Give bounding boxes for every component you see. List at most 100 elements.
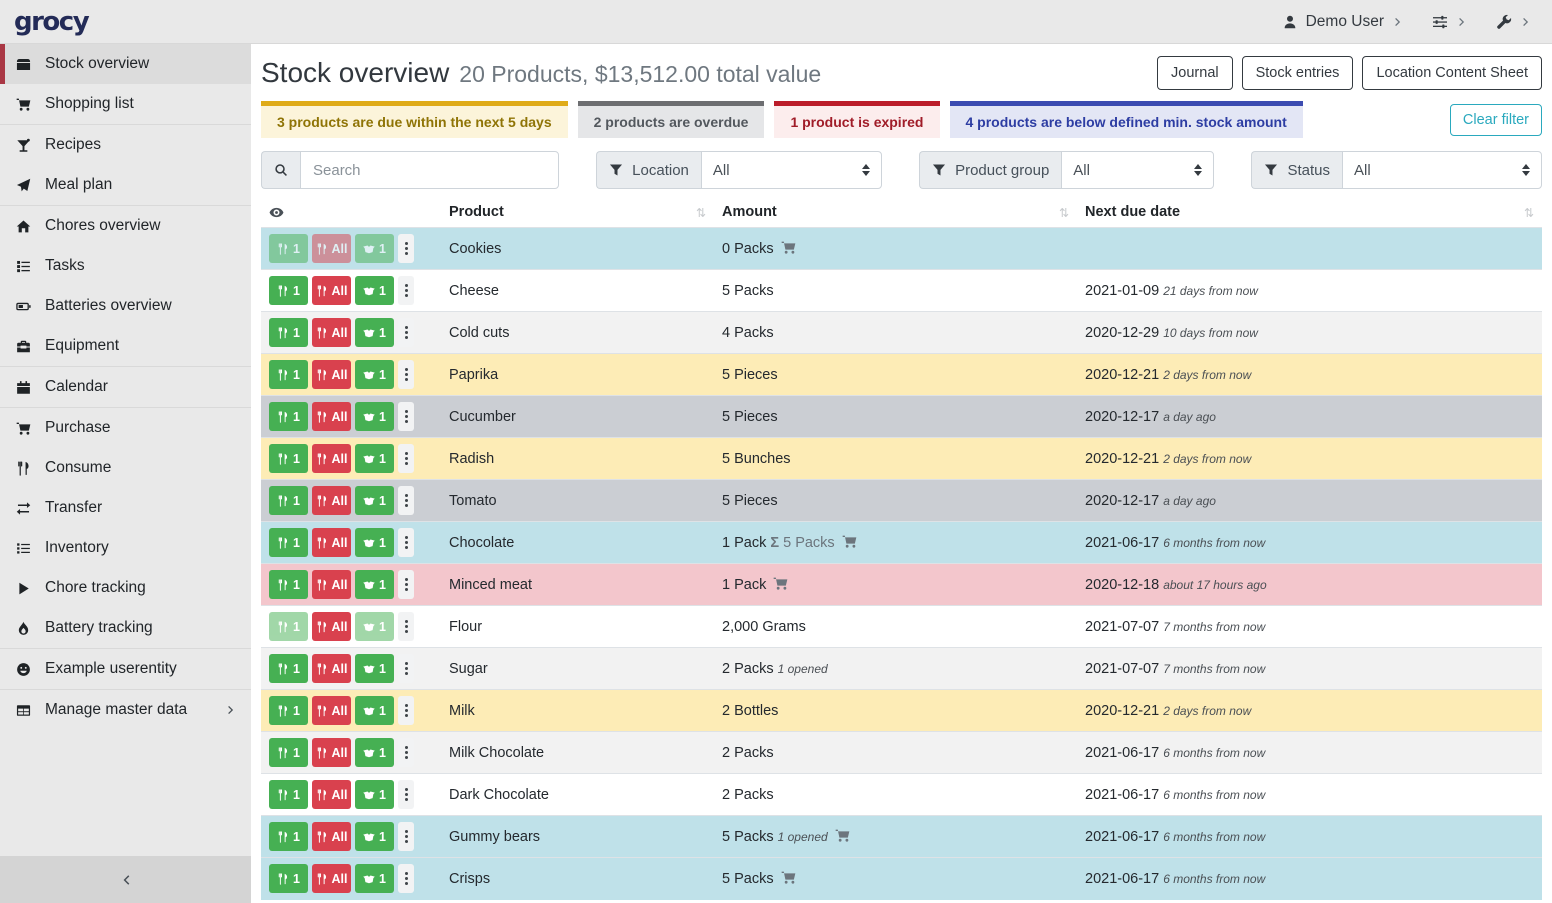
consume-all-button[interactable]: All bbox=[312, 276, 351, 305]
clear-filter-button[interactable]: Clear filter bbox=[1449, 103, 1542, 136]
sidebar-collapse-button[interactable] bbox=[0, 856, 251, 903]
open-one-button[interactable]: 1 bbox=[355, 864, 394, 894]
consume-all-button[interactable]: All bbox=[312, 822, 351, 851]
consume-all-button[interactable]: All bbox=[312, 654, 351, 683]
add-to-shopping-list-icon[interactable] bbox=[773, 576, 788, 591]
row-menu-button[interactable] bbox=[398, 234, 414, 263]
sidebar-item-shopping-list[interactable]: Shopping list bbox=[0, 84, 251, 124]
journal-button[interactable]: Journal bbox=[1157, 56, 1233, 90]
consume-one-button[interactable]: 1 bbox=[269, 612, 308, 641]
location-content-sheet-button[interactable]: Location Content Sheet bbox=[1362, 56, 1542, 90]
row-menu-button[interactable] bbox=[398, 402, 414, 431]
alert-warning[interactable]: 3 products are due within the next 5 day… bbox=[261, 101, 568, 138]
open-one-button[interactable]: 1 bbox=[355, 486, 394, 515]
sidebar-item-transfer[interactable]: Transfer bbox=[0, 488, 251, 528]
open-one-button[interactable]: 1 bbox=[355, 402, 394, 431]
status-select[interactable]: All bbox=[1342, 151, 1542, 189]
row-menu-button[interactable] bbox=[398, 486, 414, 515]
consume-all-button[interactable]: All bbox=[312, 696, 351, 725]
column-visibility-header[interactable] bbox=[261, 199, 441, 228]
consume-one-button[interactable]: 1 bbox=[269, 696, 308, 725]
sidebar-item-manage-master-data[interactable]: Manage master data bbox=[0, 690, 251, 730]
consume-one-button[interactable]: 1 bbox=[269, 444, 308, 473]
consume-all-button[interactable]: All bbox=[312, 738, 351, 767]
consume-one-button[interactable]: 1 bbox=[269, 654, 308, 683]
consume-all-button[interactable]: All bbox=[312, 864, 351, 894]
admin-menu[interactable] bbox=[1496, 14, 1532, 30]
column-header-product[interactable]: Product ⇅ bbox=[449, 204, 706, 220]
consume-one-button[interactable]: 1 bbox=[269, 822, 308, 851]
consume-one-button[interactable]: 1 bbox=[269, 528, 308, 557]
alert-danger[interactable]: 1 product is expired bbox=[774, 101, 940, 138]
alert-belowmin[interactable]: 4 products are below defined min. stock … bbox=[949, 101, 1303, 138]
sidebar-item-chores-overview[interactable]: Chores overview bbox=[0, 206, 251, 246]
consume-all-button[interactable]: All bbox=[312, 612, 351, 641]
consume-one-button[interactable]: 1 bbox=[269, 276, 308, 305]
sidebar-item-chore-tracking[interactable]: Chore tracking bbox=[0, 568, 251, 608]
settings-menu[interactable] bbox=[1432, 14, 1468, 30]
open-one-button[interactable]: 1 bbox=[355, 360, 394, 389]
open-one-button[interactable]: 1 bbox=[355, 822, 394, 851]
open-one-button[interactable]: 1 bbox=[355, 780, 394, 809]
sidebar-item-meal-plan[interactable]: Meal plan bbox=[0, 165, 251, 205]
consume-all-button[interactable]: All bbox=[312, 360, 351, 389]
row-menu-button[interactable] bbox=[398, 276, 414, 305]
consume-one-button[interactable]: 1 bbox=[269, 318, 308, 347]
open-one-button[interactable]: 1 bbox=[355, 654, 394, 683]
sidebar-item-equipment[interactable]: Equipment bbox=[0, 326, 251, 366]
consume-all-button[interactable]: All bbox=[312, 486, 351, 515]
consume-all-button[interactable]: All bbox=[312, 318, 351, 347]
open-one-button[interactable]: 1 bbox=[355, 234, 394, 263]
user-menu[interactable]: Demo User bbox=[1282, 13, 1404, 31]
open-one-button[interactable]: 1 bbox=[355, 528, 394, 557]
row-menu-button[interactable] bbox=[398, 318, 414, 347]
open-one-button[interactable]: 1 bbox=[355, 444, 394, 473]
alert-secondary[interactable]: 2 products are overdue bbox=[577, 101, 765, 138]
sidebar-item-recipes[interactable]: Recipes bbox=[0, 125, 251, 165]
app-logo[interactable]: grocy bbox=[14, 6, 90, 37]
sidebar-item-inventory[interactable]: Inventory bbox=[0, 528, 251, 568]
row-menu-button[interactable] bbox=[398, 570, 414, 599]
sidebar-item-calendar[interactable]: Calendar bbox=[0, 367, 251, 407]
consume-one-button[interactable]: 1 bbox=[269, 402, 308, 431]
open-one-button[interactable]: 1 bbox=[355, 612, 394, 641]
sidebar-item-consume[interactable]: Consume bbox=[0, 448, 251, 488]
consume-all-button[interactable]: All bbox=[312, 528, 351, 557]
consume-all-button[interactable]: All bbox=[312, 402, 351, 431]
row-menu-button[interactable] bbox=[398, 612, 414, 641]
row-menu-button[interactable] bbox=[398, 444, 414, 473]
consume-one-button[interactable]: 1 bbox=[269, 486, 308, 515]
consume-one-button[interactable]: 1 bbox=[269, 570, 308, 599]
consume-one-button[interactable]: 1 bbox=[269, 360, 308, 389]
column-header-amount[interactable]: Amount ⇅ bbox=[722, 204, 1069, 220]
consume-one-button[interactable]: 1 bbox=[269, 780, 308, 809]
open-one-button[interactable]: 1 bbox=[355, 570, 394, 599]
search-input[interactable] bbox=[300, 151, 559, 189]
product-group-select[interactable]: All bbox=[1061, 151, 1215, 189]
open-one-button[interactable]: 1 bbox=[355, 318, 394, 347]
consume-all-button[interactable]: All bbox=[312, 780, 351, 809]
sidebar-item-example-userentity[interactable]: Example userentity bbox=[0, 649, 251, 689]
sidebar-item-tasks[interactable]: Tasks bbox=[0, 246, 251, 286]
consume-all-button[interactable]: All bbox=[312, 570, 351, 599]
open-one-button[interactable]: 1 bbox=[355, 276, 394, 305]
row-menu-button[interactable] bbox=[398, 696, 414, 725]
row-menu-button[interactable] bbox=[398, 654, 414, 683]
location-select[interactable]: All bbox=[700, 151, 882, 189]
stock-entries-button[interactable]: Stock entries bbox=[1241, 56, 1354, 90]
add-to-shopping-list-icon[interactable] bbox=[835, 828, 850, 843]
add-to-shopping-list-icon[interactable] bbox=[781, 870, 796, 885]
sidebar-item-stock-overview[interactable]: Stock overview bbox=[0, 44, 251, 84]
row-menu-button[interactable] bbox=[398, 360, 414, 389]
row-menu-button[interactable] bbox=[398, 780, 414, 809]
sidebar-item-battery-tracking[interactable]: Battery tracking bbox=[0, 608, 251, 648]
sidebar-item-batteries-overview[interactable]: Batteries overview bbox=[0, 286, 251, 326]
sidebar-item-purchase[interactable]: Purchase bbox=[0, 408, 251, 448]
row-menu-button[interactable] bbox=[398, 864, 414, 894]
add-to-shopping-list-icon[interactable] bbox=[781, 240, 796, 255]
row-menu-button[interactable] bbox=[398, 738, 414, 767]
open-one-button[interactable]: 1 bbox=[355, 738, 394, 767]
consume-all-button[interactable]: All bbox=[312, 444, 351, 473]
row-menu-button[interactable] bbox=[398, 528, 414, 557]
consume-one-button[interactable]: 1 bbox=[269, 234, 308, 263]
